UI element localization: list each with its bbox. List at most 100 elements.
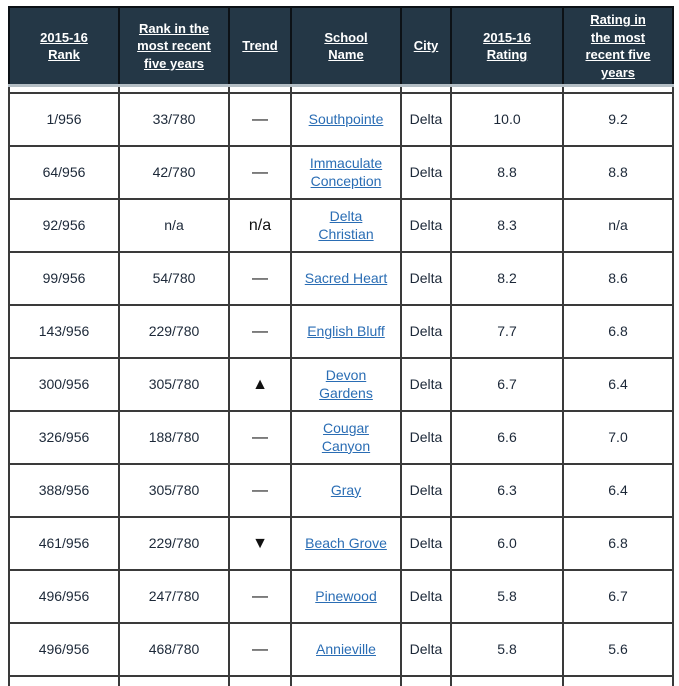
trend-cell: —	[228, 145, 292, 201]
rating-cell: 6.0	[450, 516, 564, 572]
rating-cell: 6.6	[450, 410, 564, 466]
rating-recent-cell: 6.4	[562, 357, 674, 413]
rank-recent-cell: 188/780	[118, 410, 230, 466]
table-row: 92/956 n/a n/a Delta Christian Delta 8.3…	[8, 198, 674, 254]
trend-cell: —	[228, 251, 292, 307]
school-cell: Cougar Canyon	[290, 410, 402, 466]
trend-cell: —	[228, 569, 292, 625]
school-link[interactable]: English Bluff	[307, 322, 385, 339]
rank-recent-cell: 229/780	[118, 516, 230, 572]
rating-recent-cell: 6.8	[562, 516, 674, 572]
rank-cell: 496/956	[8, 622, 120, 678]
city-cell: Delta	[400, 357, 452, 413]
school-cell: Gray	[290, 463, 402, 519]
rank-recent-cell: 305/780	[118, 463, 230, 519]
school-cell: Beach Grove	[290, 516, 402, 572]
city-cell: Delta	[400, 410, 452, 466]
rank-cell: 388/956	[8, 463, 120, 519]
rating-recent-cell: 6.7	[562, 569, 674, 625]
city-cell: Delta	[400, 569, 452, 625]
rank-recent-cell: 305/780	[118, 357, 230, 413]
rating-cell: 5.8	[450, 622, 564, 678]
city-cell: Delta	[400, 198, 452, 254]
school-link[interactable]: Gray	[330, 481, 362, 498]
table-header: 2015-16 Rank Rank in the most recent fiv…	[8, 6, 674, 88]
city-cell: Delta	[400, 92, 452, 148]
column-header-trend-link[interactable]: Trend	[242, 38, 278, 54]
rating-cell: 5.8	[450, 569, 564, 625]
city-cell: Delta	[400, 463, 452, 519]
trend-cell: ▼	[228, 516, 292, 572]
rating-cell: 8.8	[450, 145, 564, 201]
rating-recent-cell: 9.2	[562, 92, 674, 148]
table-row: 496/956 247/780 — Pinewood Delta 5.8 6.7	[8, 569, 674, 625]
rating-recent-cell: 5.6	[562, 622, 674, 678]
rating-cell: 7.7	[450, 304, 564, 360]
column-header-rank: 2015-16 Rank	[8, 6, 120, 88]
school-cell: Southpointe	[290, 92, 402, 148]
column-header-trend: Trend	[228, 6, 292, 88]
rating-recent-cell: 8.6	[562, 251, 674, 307]
school-cell: English Bluff	[290, 304, 402, 360]
school-link[interactable]: Beach Grove	[305, 534, 387, 551]
school-link[interactable]: Immaculate Conception	[309, 155, 383, 189]
school-cell: Delta Christian	[290, 198, 402, 254]
trend-cell: —	[228, 92, 292, 148]
table-row: 388/956 305/780 — Gray Delta 6.3 6.4	[8, 463, 674, 519]
rating-cell: 8.2	[450, 251, 564, 307]
rank-cell: 99/956	[8, 251, 120, 307]
school-link[interactable]: Pinewood	[315, 587, 377, 604]
trend-cell: —	[228, 410, 292, 466]
rank-recent-cell: 229/780	[118, 304, 230, 360]
table-row: 300/956 305/780 ▲ Devon Gardens Delta 6.…	[8, 357, 674, 413]
table-row: 143/956 229/780 — English Bluff Delta 7.…	[8, 304, 674, 360]
rating-cell: 10.0	[450, 92, 564, 148]
school-link[interactable]: Sacred Heart	[304, 269, 388, 286]
rank-cell: 143/956	[8, 304, 120, 360]
table-row: 326/956 188/780 — Cougar Canyon Delta 6.…	[8, 410, 674, 466]
table-row-partial	[8, 675, 674, 686]
school-link[interactable]: Delta Christian	[318, 208, 374, 242]
school-link[interactable]: Southpointe	[308, 110, 384, 127]
header-row: 2015-16 Rank Rank in the most recent fiv…	[8, 6, 674, 88]
clipped-next-row	[8, 675, 674, 686]
rating-recent-cell: 8.8	[562, 145, 674, 201]
column-header-school-name: School Name	[290, 6, 402, 88]
column-header-rank-link[interactable]: 2015-16 Rank	[40, 29, 88, 63]
table-body: 1/956 33/780 — Southpointe Delta 10.0 9.…	[8, 85, 674, 678]
rating-recent-cell: 6.8	[562, 304, 674, 360]
column-header-rating: 2015-16 Rating	[450, 6, 564, 88]
school-rankings-table: 2015-16 Rank Rank in the most recent fiv…	[8, 6, 674, 686]
column-header-school-name-link[interactable]: School Name	[324, 29, 368, 63]
school-link[interactable]: Devon Gardens	[319, 367, 373, 401]
column-header-rank-recent-link[interactable]: Rank in the most recent five years	[137, 20, 211, 71]
trend-cell: —	[228, 622, 292, 678]
school-link[interactable]: Cougar Canyon	[321, 420, 371, 454]
school-cell: Sacred Heart	[290, 251, 402, 307]
city-cell: Delta	[400, 145, 452, 201]
header-body-gap	[8, 85, 674, 94]
column-header-rating-recent-link[interactable]: Rating in the most recent five years	[585, 12, 651, 80]
school-link[interactable]: Annieville	[316, 640, 376, 657]
rank-cell: 92/956	[8, 198, 120, 254]
trend-cell: —	[228, 304, 292, 360]
rank-recent-cell: 54/780	[118, 251, 230, 307]
trend-cell: n/a	[228, 198, 292, 254]
rank-cell: 64/956	[8, 145, 120, 201]
rating-cell: 8.3	[450, 198, 564, 254]
rank-cell: 461/956	[8, 516, 120, 572]
table-row: 64/956 42/780 — Immaculate Conception De…	[8, 145, 674, 201]
table-row: 1/956 33/780 — Southpointe Delta 10.0 9.…	[8, 92, 674, 148]
column-header-rank-recent: Rank in the most recent five years	[118, 6, 230, 88]
school-cell: Pinewood	[290, 569, 402, 625]
rank-recent-cell: 247/780	[118, 569, 230, 625]
rating-cell: 6.3	[450, 463, 564, 519]
rank-cell: 300/956	[8, 357, 120, 413]
column-header-city-link[interactable]: City	[413, 38, 439, 54]
column-header-rating-link[interactable]: 2015-16 Rating	[483, 29, 531, 63]
city-cell: Delta	[400, 304, 452, 360]
table-row: 496/956 468/780 — Annieville Delta 5.8 5…	[8, 622, 674, 678]
table-row: 461/956 229/780 ▼ Beach Grove Delta 6.0 …	[8, 516, 674, 572]
rating-recent-cell: n/a	[562, 198, 674, 254]
